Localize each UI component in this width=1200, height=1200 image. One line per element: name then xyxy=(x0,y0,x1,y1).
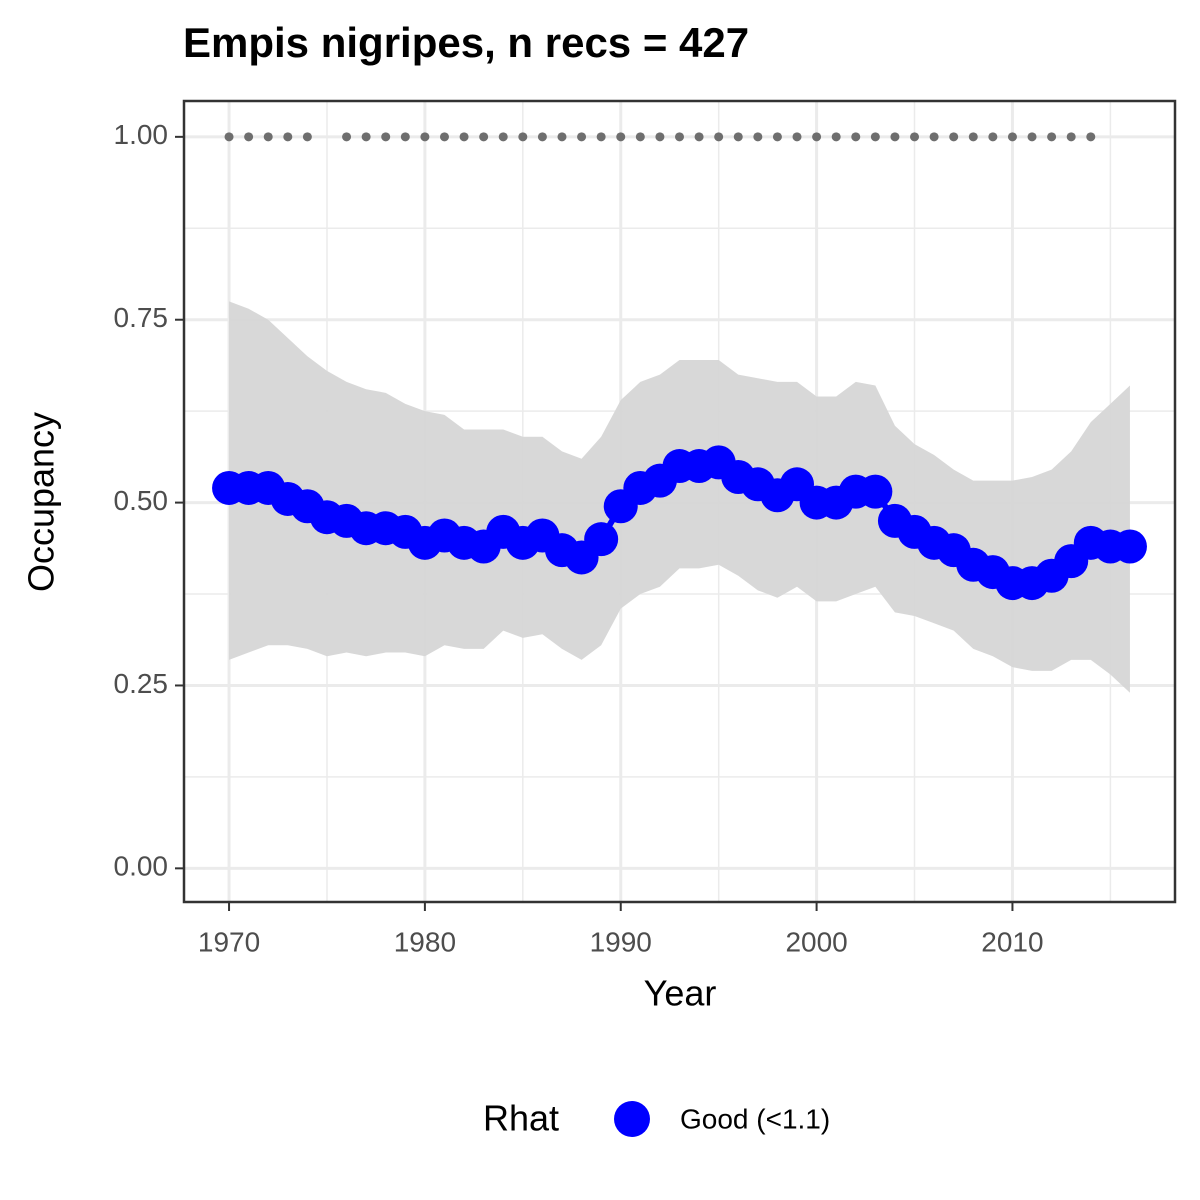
point xyxy=(1112,529,1147,564)
x-tick-label: 1980 xyxy=(394,926,456,957)
plot-border xyxy=(182,99,1177,904)
record-dot xyxy=(420,132,430,142)
record-dot xyxy=(675,132,684,142)
x-tick-label: 2000 xyxy=(785,926,847,957)
record-dot xyxy=(910,132,920,142)
record-dot xyxy=(988,132,998,142)
record-dot xyxy=(361,132,371,142)
record-dot xyxy=(694,132,704,142)
record-dot xyxy=(1066,132,1076,142)
confidence-band xyxy=(229,301,1130,693)
record-dot xyxy=(812,132,822,142)
record-dot xyxy=(224,132,234,142)
y-tick-label: 0.50 xyxy=(114,485,169,516)
record-dot xyxy=(263,132,273,142)
chart-title: Empis nigripes, n recs = 427 xyxy=(183,19,749,66)
record-dot xyxy=(479,132,489,142)
point xyxy=(858,474,893,509)
record-dot xyxy=(1086,132,1096,142)
record-dot xyxy=(733,132,743,142)
legend-label: Good (<1.1) xyxy=(680,1103,830,1134)
record-dot xyxy=(655,132,665,142)
record-dot xyxy=(616,132,626,142)
record-dot xyxy=(400,132,410,142)
record-dot xyxy=(792,132,802,142)
record-dot xyxy=(302,132,312,142)
record-dot xyxy=(753,132,763,142)
record-dot xyxy=(577,132,587,142)
legend-swatch xyxy=(614,1101,650,1137)
record-dot xyxy=(968,132,978,142)
point xyxy=(584,522,619,557)
y-tick-label: 0.25 xyxy=(114,668,169,699)
record-dot xyxy=(831,132,841,142)
y-tick-label: 0.00 xyxy=(114,851,169,882)
record-dot xyxy=(870,132,880,142)
record-dot xyxy=(890,132,900,142)
record-dot xyxy=(596,132,606,142)
record-dot xyxy=(518,132,528,142)
y-tick-label: 1.00 xyxy=(114,119,169,150)
record-dot xyxy=(949,132,959,142)
record-dot xyxy=(1027,132,1037,142)
record-dot xyxy=(537,132,547,142)
x-tick-label: 1970 xyxy=(198,926,260,957)
record-dot xyxy=(1007,132,1017,142)
record-dot xyxy=(851,132,861,142)
record-dot xyxy=(772,132,782,142)
y-tick-label: 0.75 xyxy=(114,302,169,333)
record-dot xyxy=(459,132,469,142)
record-dot xyxy=(342,132,352,142)
record-dot xyxy=(1047,132,1057,142)
x-tick-label: 1990 xyxy=(590,926,652,957)
record-dot xyxy=(557,132,567,142)
record-dot xyxy=(635,132,645,142)
record-dot xyxy=(439,132,449,142)
y-axis-label: Occupancy xyxy=(21,412,62,592)
record-dot xyxy=(714,132,724,142)
x-tick-label: 2010 xyxy=(981,926,1043,957)
x-axis-label: Year xyxy=(644,973,717,1014)
record-dot xyxy=(498,132,508,142)
record-dot xyxy=(244,132,254,142)
record-dot xyxy=(381,132,391,142)
legend-title: Rhat xyxy=(483,1098,559,1139)
record-dot xyxy=(283,132,293,142)
record-dot xyxy=(929,132,939,142)
